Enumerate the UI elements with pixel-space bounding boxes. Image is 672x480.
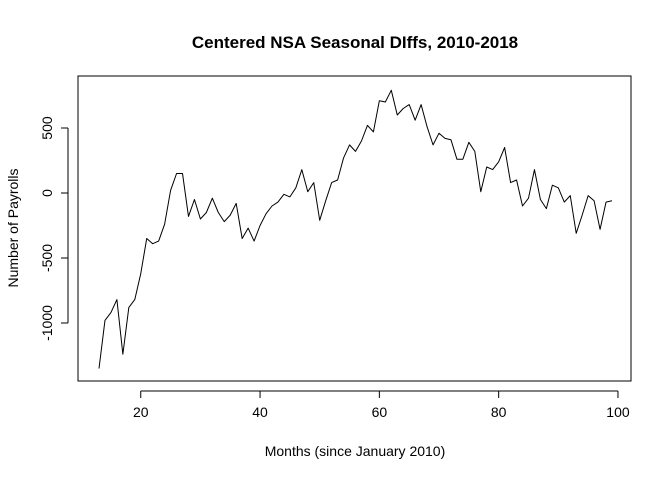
x-tick-label: 60 [372,404,388,420]
y-tick-label: 500 [39,116,55,140]
y-axis: -1000 -500 0 500 [39,116,69,341]
x-tick-label: 100 [606,404,630,420]
y-tick-label: -500 [39,244,55,272]
x-axis: 20 40 60 80 100 [133,390,630,420]
x-tick-label: 20 [133,404,149,420]
payroll-series-line [98,89,613,369]
y-axis-label: Number of Payrolls [5,168,21,287]
x-tick-label: 40 [252,404,268,420]
chart-title: Centered NSA Seasonal DIffs, 2010-2018 [192,33,518,52]
x-tick-label: 80 [491,404,507,420]
y-tick-label: 0 [39,189,55,197]
x-axis-label: Months (since January 2010) [265,443,446,459]
plot-area-border [77,75,632,382]
y-tick-label: -1000 [39,305,55,341]
